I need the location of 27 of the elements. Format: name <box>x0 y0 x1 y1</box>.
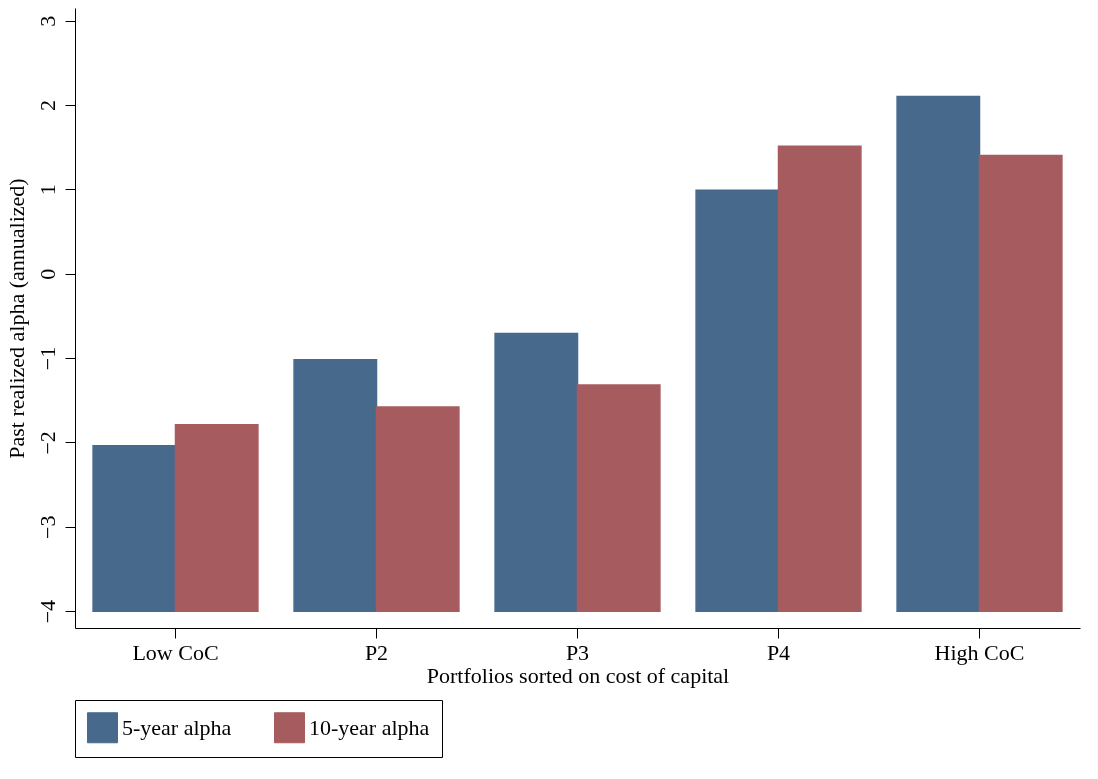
y-tick-label: 3 <box>34 15 60 27</box>
x-tick-label: P3 <box>565 639 590 665</box>
bar <box>174 423 259 612</box>
y-axis-title: Past realized alpha (annualized) <box>3 178 29 459</box>
y-tick-label: −4 <box>34 599 60 624</box>
x-axis-title: Portfolios sorted on cost of capital <box>426 662 730 688</box>
bar <box>695 189 780 612</box>
y-tick-label: −2 <box>34 431 60 455</box>
bar <box>978 154 1063 612</box>
y-tick-label: 0 <box>34 268 60 280</box>
legend-label: 10-year alpha <box>309 714 430 740</box>
y-tick-label: 2 <box>34 100 60 112</box>
bar <box>375 406 460 612</box>
bar <box>896 95 981 612</box>
x-tick-label: Low CoC <box>132 639 219 665</box>
bar <box>293 359 378 612</box>
bar <box>576 384 661 612</box>
bar <box>92 445 177 612</box>
bar <box>494 332 579 612</box>
y-tick-label: −3 <box>34 515 60 539</box>
y-tick-label: −1 <box>34 346 60 371</box>
legend-label: 5-year alpha <box>122 714 232 740</box>
bar <box>777 145 862 612</box>
x-tick-label: P4 <box>766 639 791 665</box>
x-tick-label: P2 <box>364 639 389 665</box>
y-tick-label: 1 <box>34 184 60 196</box>
x-tick-label: High CoC <box>934 639 1025 665</box>
